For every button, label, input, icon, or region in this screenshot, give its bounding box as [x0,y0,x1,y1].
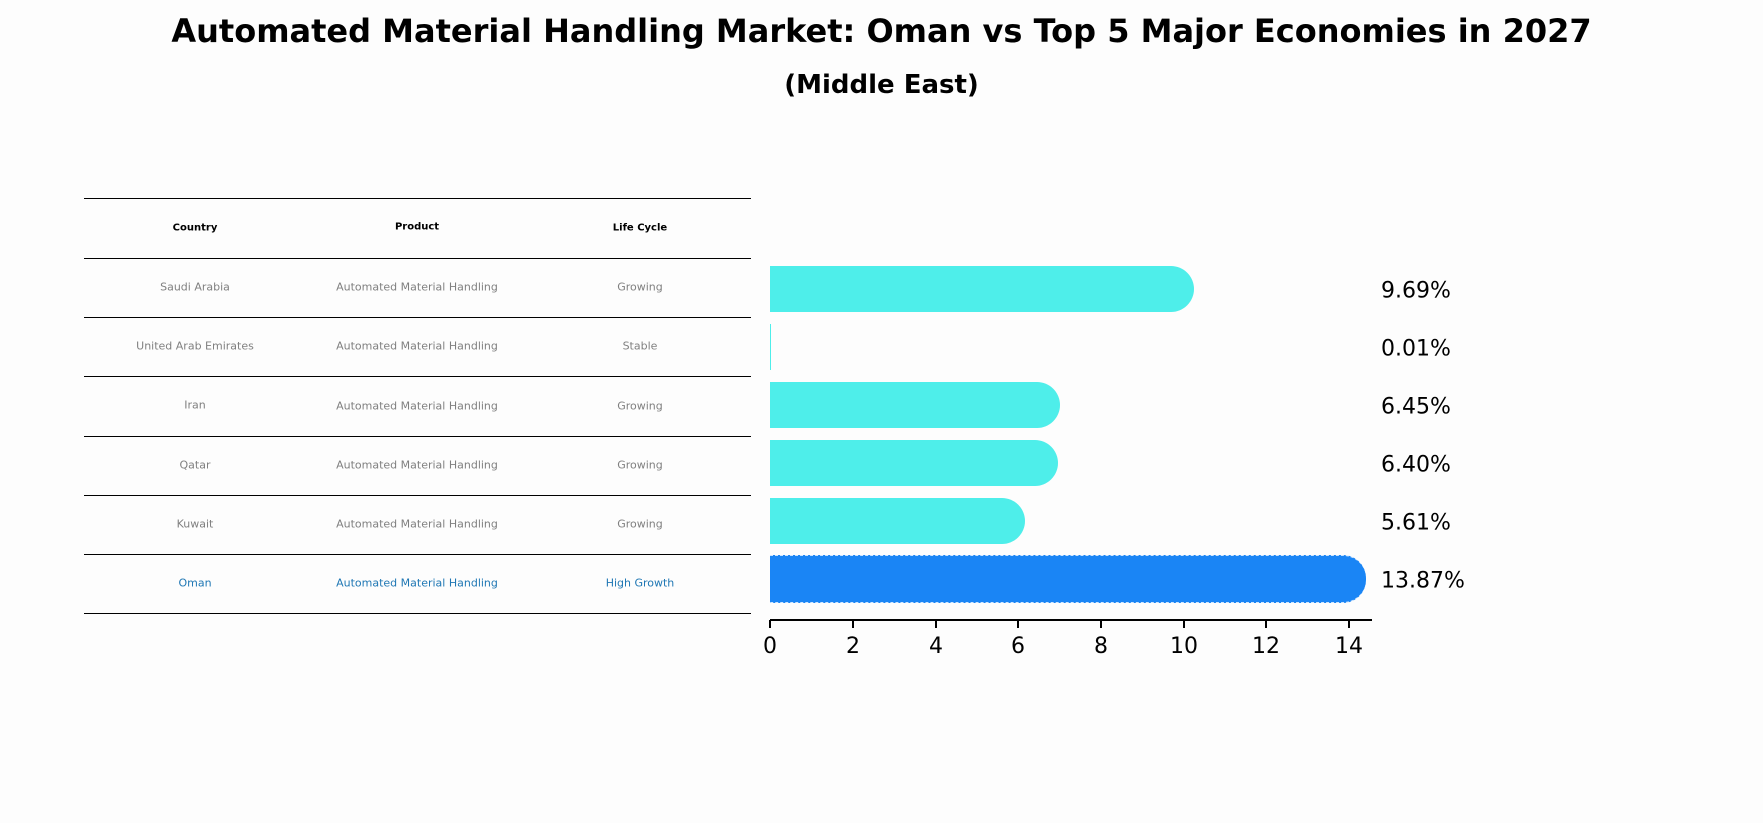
cell-product: Automated Material Handling [336,280,498,294]
table-rule [84,258,751,259]
cell-product: Automated Material Handling [336,576,498,590]
chart-subtitle: (Middle East) [784,70,979,100]
chart-title: Automated Material Handling Market: Oman… [171,12,1592,50]
cell-product: Automated Material Handling [336,399,498,413]
cell-country: Iran [184,398,206,412]
x-tick-label: 4 [929,634,943,659]
table-rule [84,317,751,318]
header-country: Country [172,222,218,234]
cell-life-cycle: Growing [617,399,663,413]
bar-kuwait [770,498,1025,544]
cell-product: Automated Material Handling [336,458,498,472]
x-axis [770,619,1372,621]
cell-country: United Arab Emirates [136,339,254,353]
cell-life-cycle: Stable [622,339,658,353]
cell-life-cycle: High Growth [605,576,675,590]
x-tick-label: 10 [1170,634,1198,659]
value-label: 5.61% [1381,510,1451,536]
table-rule [84,554,751,555]
bar-saudi-arabia [770,266,1194,312]
value-label: 13.87% [1381,568,1465,594]
x-tick-label: 6 [1011,634,1025,659]
value-label: 6.40% [1381,452,1451,478]
x-tick [1348,620,1350,628]
table-rule [84,376,751,377]
x-tick [1017,620,1019,628]
cell-country: Saudi Arabia [160,280,230,294]
value-label: 9.69% [1381,278,1451,304]
cell-life-cycle: Growing [617,280,663,294]
table-rule [84,198,751,199]
x-tick [1183,620,1185,628]
x-tick-label: 14 [1335,634,1363,659]
cell-country: Oman [178,576,212,590]
value-label: 0.01% [1381,336,1451,362]
cell-product: Automated Material Handling [336,339,498,353]
cell-life-cycle: Growing [617,458,663,472]
header-product: Product [394,221,440,233]
bar-qatar [770,440,1058,486]
x-tick [852,620,854,628]
bar-iran [770,382,1060,428]
x-tick [935,620,937,628]
cell-country: Kuwait [176,517,214,531]
x-tick [769,620,771,628]
cell-product: Automated Material Handling [336,517,498,531]
x-tick-label: 2 [846,634,860,659]
bar-uae [770,324,771,370]
x-tick-label: 0 [763,634,777,659]
x-tick [1100,620,1102,628]
table-rule [84,613,751,614]
header-life-cycle: Life Cycle [612,222,668,234]
x-tick-label: 12 [1252,634,1280,659]
table-rule [84,436,751,437]
value-label: 6.45% [1381,394,1451,420]
table-rule [84,495,751,496]
bar-oman [770,555,1366,603]
cell-life-cycle: Growing [617,517,663,531]
cell-country: Qatar [179,458,211,472]
x-tick [1265,620,1267,628]
x-tick-label: 8 [1094,634,1108,659]
